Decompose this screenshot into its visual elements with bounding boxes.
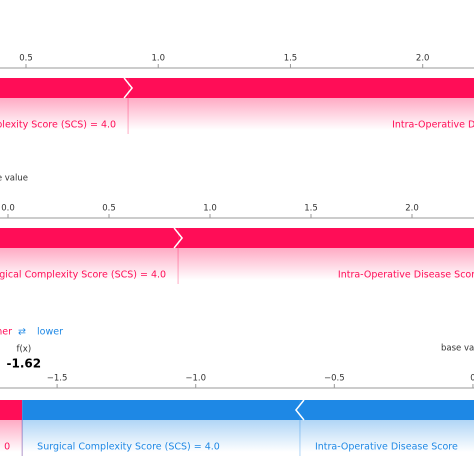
segment-fade [178, 248, 474, 280]
x-tick-label: 1.5 [284, 54, 298, 64]
x-tick-label: 0.5 [19, 54, 33, 64]
force-segment [0, 400, 23, 420]
x-tick-label: 2.0 [416, 54, 430, 64]
segment-fade [0, 420, 23, 452]
segment-fade [128, 98, 474, 130]
x-tick-label: −1.0 [185, 374, 206, 384]
force-segment [22, 400, 300, 420]
output-value: -1.62 [7, 357, 42, 371]
output-label: f(x) [17, 345, 32, 355]
x-tick-label: −1.5 [47, 374, 68, 384]
x-tick-label: 1.5 [304, 204, 318, 214]
feature-label: Intra-Operative Disease Score [392, 120, 474, 131]
segment-fade [22, 420, 300, 452]
force-segment [128, 78, 474, 98]
legend-lower: lower [37, 327, 63, 338]
chevron [173, 227, 184, 249]
feature-label: Surgical Complexity Score (SCS) = 4.0 [37, 442, 220, 453]
segment-fade [0, 248, 179, 280]
feature-label: 0 [4, 442, 10, 453]
base-value-label: base value [441, 344, 474, 354]
x-tick-label: 1.0 [203, 204, 217, 214]
x-tick-label: 0.0 [1, 204, 15, 214]
x-tick-label: 1.0 [151, 54, 165, 64]
feature-label: Surgical Complexity Score (SCS) = 4.0 [0, 270, 166, 281]
x-tick-label: −0.5 [324, 374, 345, 384]
segment-fade [299, 420, 474, 452]
feature-label: Surgical Complexity Score (SCS) = 4.0 [0, 120, 116, 131]
base-value-label: base value [0, 174, 28, 184]
force-segment [0, 228, 179, 248]
force-segment [178, 228, 474, 248]
feature-label: Intra-Operative Disease Score [338, 270, 474, 281]
x-tick-label: 0.5 [102, 204, 116, 214]
legend-arrow: ⇄ [18, 327, 26, 338]
force-segment [0, 78, 129, 98]
legend-higher: higher [0, 327, 12, 338]
force-segment [299, 400, 474, 420]
x-tick-label: 0 [470, 374, 474, 384]
chevron [294, 399, 305, 421]
x-tick-label: 2.0 [405, 204, 419, 214]
segment-fade [0, 98, 129, 130]
feature-label: Intra-Operative Disease Score [315, 442, 458, 453]
chevron [123, 77, 134, 99]
